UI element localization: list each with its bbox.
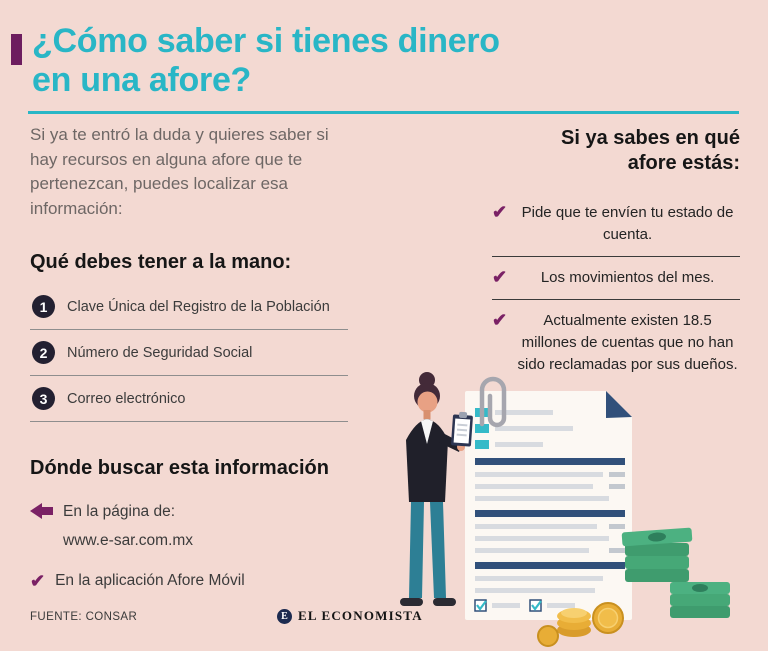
page-title: ¿Cómo saber si tienes dinero en una afor… [32, 22, 500, 100]
intro-text: Si ya te entró la duda y quieres saber s… [30, 125, 329, 218]
where-web-label: En la página de: [63, 503, 176, 520]
list-item: ✔ Pide que te envíen tu estado de cuenta… [492, 192, 740, 257]
list-item: 3 Correo electrónico [30, 376, 348, 422]
list-item-label: Número de Seguridad Social [67, 344, 253, 361]
where-web-text: En la página de: www.e-sar.com.mx [63, 497, 193, 555]
list-item-label: Clave Única del Registro de la Población [67, 298, 330, 315]
where-app-label: En la aplicación Afore Móvil [55, 572, 245, 589]
where-heading: Dónde buscar esta información [30, 457, 329, 479]
page-title-line1: ¿Cómo saber si tienes dinero [32, 22, 500, 60]
known-afore-heading-line2: afore estás: [627, 152, 740, 174]
woman-illustration [400, 372, 473, 606]
source-credit: FUENTE: CONSAR [30, 611, 138, 623]
page-title-line2: en una afore? [32, 61, 252, 99]
where-web-item: En la página de: www.e-sar.com.mx [30, 497, 193, 555]
requirements-heading: Qué debes tener a la mano: [30, 251, 292, 273]
brand-name: EL ECONOMISTA [298, 608, 423, 623]
brand-logo: E EL ECONOMISTA [277, 608, 423, 624]
known-afore-section: Si ya sabes en qué afore estás: ✔ Pide q… [492, 126, 740, 386]
illustration [400, 372, 730, 647]
check-icon: ✔ [492, 202, 508, 222]
title-accent-bar [11, 34, 22, 65]
document-illustration [465, 391, 632, 620]
brand-mark-icon: E [277, 608, 292, 624]
where-app-item: ✔ En la aplicación Afore Móvil [30, 566, 245, 595]
number-badge: 1 [32, 295, 55, 318]
money-illustration [537, 527, 730, 647]
list-item-label: Correo electrónico [67, 390, 186, 407]
list-item-label: Pide que te envíen tu estado de cuenta. [521, 204, 734, 243]
requirements-list: 1 Clave Única del Registro de la Poblaci… [30, 284, 348, 422]
check-icon: ✔ [492, 267, 508, 287]
known-afore-heading: Si ya sabes en qué afore estás: [492, 126, 740, 176]
paperclip-icon [479, 376, 507, 428]
check-icon: ✔ [30, 570, 46, 591]
number-badge: 2 [32, 341, 55, 364]
where-web-url: www.e-sar.com.mx [63, 532, 194, 549]
list-item-label: Los movimientos del mes. [540, 269, 715, 286]
list-item: 1 Clave Única del Registro de la Poblaci… [30, 284, 348, 330]
title-divider [28, 111, 739, 114]
known-afore-list: ✔ Pide que te envíen tu estado de cuenta… [492, 192, 740, 386]
list-item-label: Actualmente existen 18.5 millones de cue… [517, 312, 738, 373]
list-item: 2 Número de Seguridad Social [30, 330, 348, 376]
number-badge: 3 [32, 387, 55, 410]
known-afore-heading-line1: Si ya sabes en qué [561, 127, 740, 149]
check-icon: ✔ [492, 310, 508, 330]
list-item: ✔ Los movimientos del mes. [492, 257, 740, 300]
list-item: ✔ Actualmente existen 18.5 millones de c… [492, 300, 740, 386]
arrow-left-icon [30, 503, 53, 519]
